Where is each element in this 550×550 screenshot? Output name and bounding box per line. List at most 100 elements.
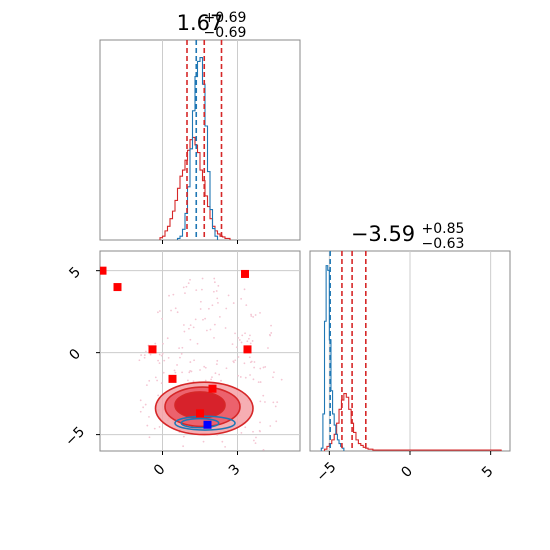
histogram-param2-panel [309,250,511,455]
sample-dot [269,425,272,427]
sample-dot [220,379,222,382]
sample-dot [255,436,257,439]
sample-dot [160,354,163,357]
sample-dot [227,294,230,297]
sample-dot [184,292,186,295]
sample-dot [172,293,175,296]
sample-dot [203,365,206,368]
y-tick-label-param2: 0 [66,346,84,364]
sample-dot [143,354,146,357]
sample-dot [148,379,151,382]
sample-dot [178,347,180,349]
sample-dot [246,340,249,343]
sample-dot [202,318,204,321]
sample-dot [185,465,187,467]
sample-dot [254,463,256,465]
scatter-panel [96,250,301,486]
sample-dot [182,435,185,438]
sample-dot [182,286,185,289]
title-param1-minus: −0.69 [204,25,247,41]
sample-dot [179,356,181,359]
sample-dot [146,424,149,427]
sample-dot [154,376,157,379]
sample-dot [233,361,235,364]
sample-dot [253,361,256,363]
x-tick-label-param1: 3 [226,461,244,479]
sample-dot [211,376,213,379]
sample-dot [168,294,170,297]
sample-dot [246,457,248,459]
sample-dot [173,369,176,372]
blue-contour [180,417,220,429]
scatter-content [100,251,300,486]
sample-dot [231,343,234,346]
sample-dot [199,369,201,371]
sample-dot [249,374,251,376]
sample-dot [264,401,266,403]
sample-dot [237,374,240,377]
sample-dot [213,277,216,280]
sample-dot [248,356,251,359]
red-square-marker [208,384,217,393]
x-tick-label-param1: 0 [151,461,169,479]
sample-dot [231,458,233,460]
histogram-red-param1 [159,136,231,240]
sample-dot [144,403,147,406]
sample-dot [199,308,202,310]
sample-dot [148,436,151,439]
sample-dot [243,474,245,476]
sample-dot [212,467,214,469]
sample-dot [274,405,277,408]
sample-dot [156,379,159,382]
sample-dot [262,448,265,451]
sample-dot [252,316,255,318]
sample-dot [181,346,184,349]
sample-dot [250,313,252,316]
sample-dot [270,332,273,334]
sample-dot [188,327,190,330]
sample-dot [157,394,160,397]
sample-dot [203,456,205,458]
sample-dot [221,440,224,443]
sample-dot [232,302,235,304]
sample-dot [243,362,246,365]
sample-dot [173,465,175,467]
sample-dot [211,484,213,486]
sample-dot [192,380,195,383]
sample-dot [253,366,256,369]
sample-dot [235,346,238,349]
sample-dot [174,307,177,310]
sample-dot [249,334,251,337]
sample-dot [145,384,148,386]
sample-dot [192,326,195,329]
sample-dot [240,297,243,300]
sample-dot [244,426,247,429]
sample-dot [148,415,150,418]
sample-dot [234,332,236,335]
sample-dot [210,378,213,381]
sample-dot [176,364,178,366]
sample-dot [196,342,199,345]
sample-dot [185,459,187,461]
sample-dot [170,309,172,312]
sample-dot [215,290,218,292]
sample-dot [259,311,261,314]
sample-dot [188,371,191,374]
sample-dot [207,307,210,310]
sample-dot [240,431,243,434]
sample-dot [244,376,247,379]
sample-dot [224,445,227,448]
sample-dot [201,288,203,291]
sample-dot [245,304,248,307]
sample-dot [184,463,186,465]
sample-dot [276,401,279,404]
red-square-marker [241,269,249,278]
sample-dot [259,400,262,403]
sample-dot [241,334,244,337]
sample-dot [140,354,143,356]
sample-dot [161,352,164,355]
sample-dot [160,382,163,385]
sample-dot [240,341,243,344]
sample-dot [262,394,265,397]
y-tick-label-param2: 5 [66,264,84,282]
